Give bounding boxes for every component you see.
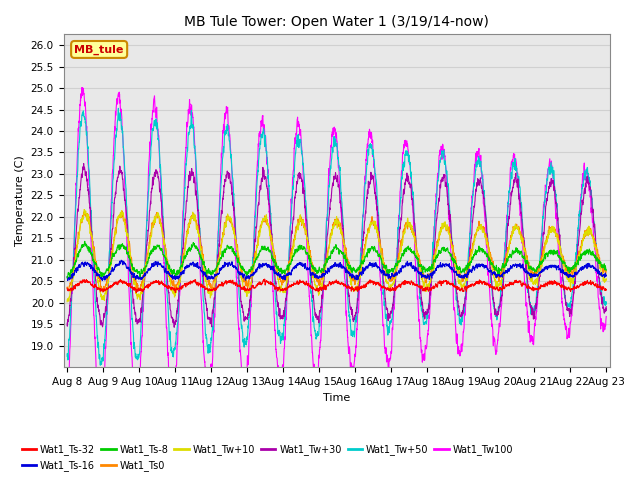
Line: Wat1_Ts-32: Wat1_Ts-32 [67,279,606,292]
Wat1_Tw+50 [294,139,301,144]
Wat1_Tw+10 [294,221,301,227]
Legend: Wat1_Ts-32, Wat1_Ts-16, Wat1_Ts-8, Wat1_Ts0, Wat1_Tw+10, Wat1_Tw+30, Wat1_Tw+50,: Wat1_Ts-32, Wat1_Ts-16, Wat1_Ts-8, Wat1_… [18,441,517,475]
Wat1_Tw+10 [592,244,600,250]
Wat1_Tw+30 [270,258,278,264]
Wat1_Tw+50 [534,278,542,284]
Wat1_Ts0 [270,251,278,257]
Wat1_Ts-16 [294,263,301,268]
Wat1_Tw+50 [115,106,122,111]
Wat1_Tw+10 [125,246,132,252]
Wat1_Tw100 [592,267,600,273]
Text: MB_tule: MB_tule [74,44,124,55]
X-axis label: Time: Time [323,393,350,403]
Wat1_Ts0 [99,289,106,295]
Wat1_Tw+30 [157,192,164,198]
Wat1_Tw+30 [80,161,88,167]
Wat1_Ts0 [602,268,610,274]
Wat1_Tw+10 [270,253,278,259]
Wat1_Tw+50 [602,301,610,307]
Line: Wat1_Tw+10: Wat1_Tw+10 [67,210,606,302]
Wat1_Ts-8 [602,267,610,273]
Wat1_Ts-16 [99,277,106,283]
Wat1_Ts-16 [157,262,164,267]
Wat1_Tw100 [63,391,71,396]
Wat1_Ts-8 [63,275,71,281]
Wat1_Tw+10 [81,207,88,213]
Title: MB Tule Tower: Open Water 1 (3/19/14-now): MB Tule Tower: Open Water 1 (3/19/14-now… [184,15,489,29]
Line: Wat1_Tw+50: Wat1_Tw+50 [67,108,606,365]
Wat1_Tw+50 [125,250,133,256]
Wat1_Tw+30 [602,304,610,310]
Wat1_Ts-32 [602,287,610,292]
Wat1_Tw+30 [63,320,71,326]
Wat1_Tw+30 [592,247,600,252]
Wat1_Ts-32 [157,279,164,285]
Wat1_Ts-32 [261,276,269,282]
Wat1_Tw+50 [157,172,164,178]
Wat1_Ts-8 [270,260,278,265]
Wat1_Ts0 [592,246,600,252]
Line: Wat1_Tw100: Wat1_Tw100 [67,87,606,412]
Wat1_Ts0 [125,239,133,244]
Wat1_Ts-16 [534,273,542,278]
Wat1_Tw100 [294,114,301,120]
Wat1_Tw+50 [592,243,600,249]
Wat1_Tw+50 [63,353,71,359]
Y-axis label: Temperature (C): Temperature (C) [15,156,25,246]
Wat1_Ts0 [157,223,164,228]
Wat1_Ts-32 [294,278,301,284]
Wat1_Tw+10 [534,280,541,286]
Wat1_Ts-32 [172,289,179,295]
Wat1_Ts-8 [81,239,88,244]
Wat1_Ts-16 [270,268,278,274]
Wat1_Tw100 [125,286,133,291]
Wat1_Ts-8 [294,249,301,254]
Wat1_Tw100 [534,288,542,294]
Line: Wat1_Ts0: Wat1_Ts0 [67,211,606,292]
Wat1_Tw100 [270,314,278,320]
Line: Wat1_Tw+30: Wat1_Tw+30 [67,164,606,327]
Wat1_Ts-32 [534,286,542,292]
Wat1_Tw+30 [294,179,301,184]
Wat1_Ts-8 [157,246,164,252]
Wat1_Ts-16 [602,272,610,278]
Wat1_Ts-16 [592,267,600,273]
Wat1_Tw100 [157,194,164,200]
Wat1_Tw+10 [602,276,610,282]
Wat1_Ts-8 [63,274,71,280]
Wat1_Ts-16 [117,257,125,263]
Wat1_Ts-8 [534,265,542,271]
Wat1_Tw+30 [170,324,178,330]
Line: Wat1_Ts-16: Wat1_Ts-16 [67,260,606,280]
Wat1_Ts0 [534,268,542,274]
Wat1_Ts0 [294,224,301,229]
Line: Wat1_Ts-8: Wat1_Ts-8 [67,241,606,278]
Wat1_Ts-8 [592,256,600,262]
Wat1_Ts-32 [63,286,71,291]
Wat1_Ts0 [118,208,126,214]
Wat1_Ts-32 [125,284,132,289]
Wat1_Ts-32 [592,281,600,287]
Wat1_Tw100 [78,84,86,90]
Wat1_Tw+30 [534,289,542,295]
Wat1_Ts-8 [125,253,133,259]
Wat1_Tw100 [602,313,610,319]
Wat1_Tw+50 [97,362,104,368]
Wat1_Ts-32 [270,283,278,289]
Wat1_Tw100 [97,409,105,415]
Wat1_Tw+10 [157,222,164,228]
Wat1_Tw+50 [270,278,278,284]
Wat1_Ts-16 [63,274,71,280]
Wat1_Ts-16 [125,264,133,270]
Wat1_Ts0 [63,284,71,290]
Wat1_Tw+10 [63,299,71,305]
Wat1_Tw+30 [125,241,132,247]
